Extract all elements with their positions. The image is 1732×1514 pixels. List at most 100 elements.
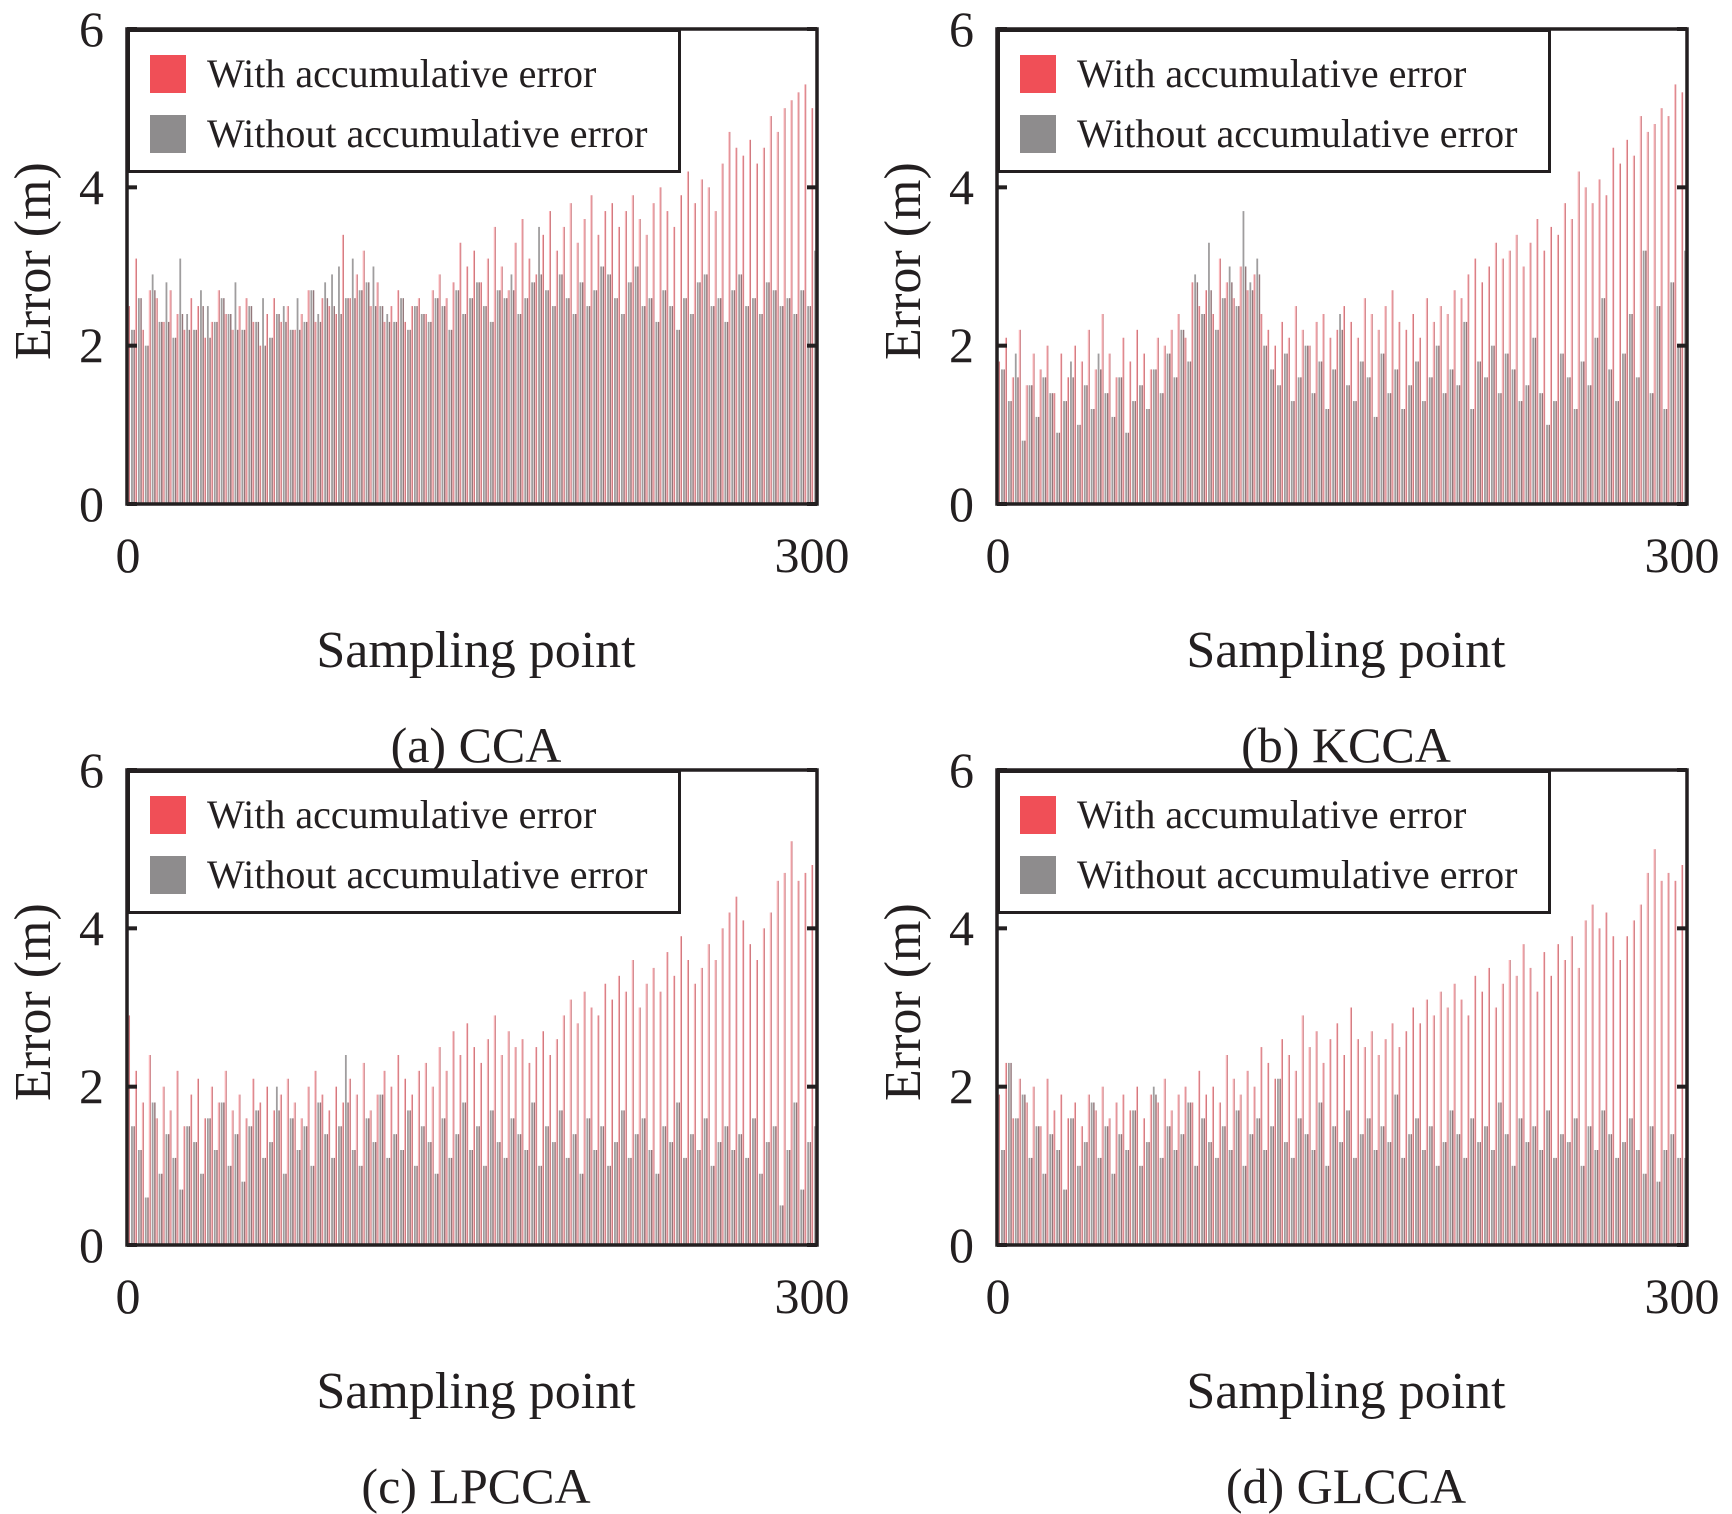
bar-with-error bbox=[1418, 1023, 1421, 1245]
bar-with-error-edge bbox=[1158, 1102, 1159, 1245]
bar-without-error bbox=[545, 1126, 547, 1245]
x-tick-label: 300 bbox=[774, 527, 850, 583]
bar-without-error bbox=[324, 282, 327, 504]
bar-without-error bbox=[1663, 1150, 1666, 1245]
bar-with-error-edge bbox=[715, 960, 717, 1245]
bar-with-error-edge bbox=[1082, 361, 1083, 504]
bar-overlap bbox=[706, 274, 708, 504]
bar-without-error bbox=[724, 1126, 727, 1245]
bar-with-error bbox=[1211, 1086, 1214, 1245]
bar-with-error bbox=[1018, 329, 1021, 504]
bar-with-error-edge bbox=[481, 282, 482, 504]
bar-without-error bbox=[1435, 1165, 1438, 1245]
bar-with-error bbox=[300, 1118, 303, 1245]
bar-with-error bbox=[783, 872, 786, 1245]
bar-without-error bbox=[1339, 1142, 1341, 1245]
bar-overlap bbox=[1465, 321, 1468, 504]
x-tick-label: 300 bbox=[1644, 527, 1720, 583]
bar-with-error-edge bbox=[1565, 960, 1566, 1245]
bar-without-error bbox=[1180, 329, 1183, 504]
bar-with-error-edge bbox=[212, 1086, 213, 1245]
bar-with-error-edge bbox=[1227, 282, 1228, 504]
bar-with-error bbox=[169, 290, 172, 504]
bar-overlap bbox=[657, 321, 660, 504]
bar-with-error bbox=[148, 290, 151, 504]
x-tick-label: 0 bbox=[985, 527, 1011, 583]
bar-without-error bbox=[1111, 416, 1114, 504]
bar-without-error bbox=[1035, 1126, 1038, 1245]
bar-without-error bbox=[400, 1150, 402, 1245]
bar-overlap bbox=[1251, 290, 1254, 504]
bar-with-error-edge bbox=[570, 203, 572, 504]
bar-with-error bbox=[1073, 345, 1076, 504]
bar-with-error-edge bbox=[1006, 1062, 1007, 1245]
bar-overlap bbox=[1086, 385, 1088, 504]
bar-with-error-edge bbox=[639, 219, 641, 504]
bar-without-error bbox=[531, 1102, 534, 1245]
bar-overlap bbox=[1272, 369, 1274, 504]
bar-with-error-edge bbox=[1447, 1007, 1449, 1245]
bar-overlap bbox=[264, 1157, 266, 1245]
bar-without-error bbox=[779, 1205, 782, 1245]
bar-overlap bbox=[1334, 1126, 1337, 1245]
bar-overlap bbox=[1113, 416, 1116, 504]
bar-overlap bbox=[478, 282, 480, 504]
bar-with-error bbox=[169, 1110, 172, 1245]
bar-overlap bbox=[140, 1150, 142, 1245]
bar-with-error-edge bbox=[1641, 904, 1642, 1245]
bar-with-error bbox=[245, 298, 248, 504]
bar-with-error-edge bbox=[1206, 290, 1208, 504]
bar-with-error bbox=[390, 1086, 393, 1245]
bar-overlap bbox=[713, 306, 715, 504]
legend-swatch-with bbox=[150, 796, 186, 834]
bar-overlap bbox=[1479, 1142, 1481, 1245]
bar-with-error-edge bbox=[1061, 353, 1063, 504]
bar-with-error-edge bbox=[1192, 282, 1194, 504]
bar-without-error bbox=[1642, 1173, 1645, 1245]
bar-with-error bbox=[238, 1094, 241, 1245]
bar-without-error bbox=[1339, 314, 1341, 504]
bar-with-error bbox=[604, 983, 606, 1245]
bar-with-error bbox=[1218, 1102, 1221, 1245]
bar-overlap bbox=[809, 1142, 812, 1245]
bar-with-error bbox=[307, 290, 310, 504]
bar-with-error bbox=[473, 250, 475, 504]
bar-with-error-edge bbox=[1634, 155, 1635, 504]
bar-without-error bbox=[165, 1134, 168, 1245]
bar-overlap bbox=[1658, 306, 1661, 504]
bar-with-error-edge bbox=[163, 321, 165, 504]
bar-overlap bbox=[154, 290, 156, 504]
bar-without-error bbox=[1490, 1150, 1493, 1245]
bar-with-error bbox=[1550, 975, 1552, 1245]
bar-overlap bbox=[340, 314, 342, 504]
bar-with-error-edge bbox=[1261, 1047, 1263, 1245]
bar-without-error bbox=[1311, 1150, 1314, 1245]
bar-with-error bbox=[1432, 1015, 1435, 1245]
bar-overlap bbox=[1141, 385, 1143, 504]
bar-overlap bbox=[402, 298, 404, 504]
bar-with-error bbox=[134, 258, 137, 504]
bar-with-error bbox=[569, 999, 572, 1245]
bar-with-error bbox=[1453, 983, 1456, 1245]
bar-overlap bbox=[1279, 385, 1281, 504]
bar-without-error bbox=[206, 1118, 209, 1245]
bar-without-error bbox=[1622, 353, 1624, 504]
bar-overlap bbox=[1217, 1157, 1219, 1245]
bar-with-error bbox=[293, 1102, 296, 1245]
bar-without-error bbox=[262, 1157, 264, 1245]
bar-with-error-edge bbox=[1523, 944, 1525, 1245]
bar-with-error bbox=[611, 999, 613, 1245]
bar-overlap bbox=[1320, 361, 1323, 504]
bar-overlap bbox=[1196, 282, 1199, 504]
bar-with-error-edge bbox=[1323, 314, 1325, 504]
bar-with-error bbox=[1681, 92, 1683, 504]
bar-with-error bbox=[1287, 337, 1290, 504]
x-tick-label: 0 bbox=[985, 1268, 1011, 1324]
bar-with-error-edge bbox=[1613, 147, 1615, 504]
bar-with-error-edge bbox=[1178, 1094, 1180, 1245]
y-tick-label: 6 bbox=[79, 742, 104, 798]
bar-without-error bbox=[634, 1134, 637, 1245]
bar-with-error-edge bbox=[1213, 314, 1214, 504]
bar-with-error-edge bbox=[1592, 904, 1594, 1245]
bar-with-error-edge bbox=[743, 920, 745, 1245]
